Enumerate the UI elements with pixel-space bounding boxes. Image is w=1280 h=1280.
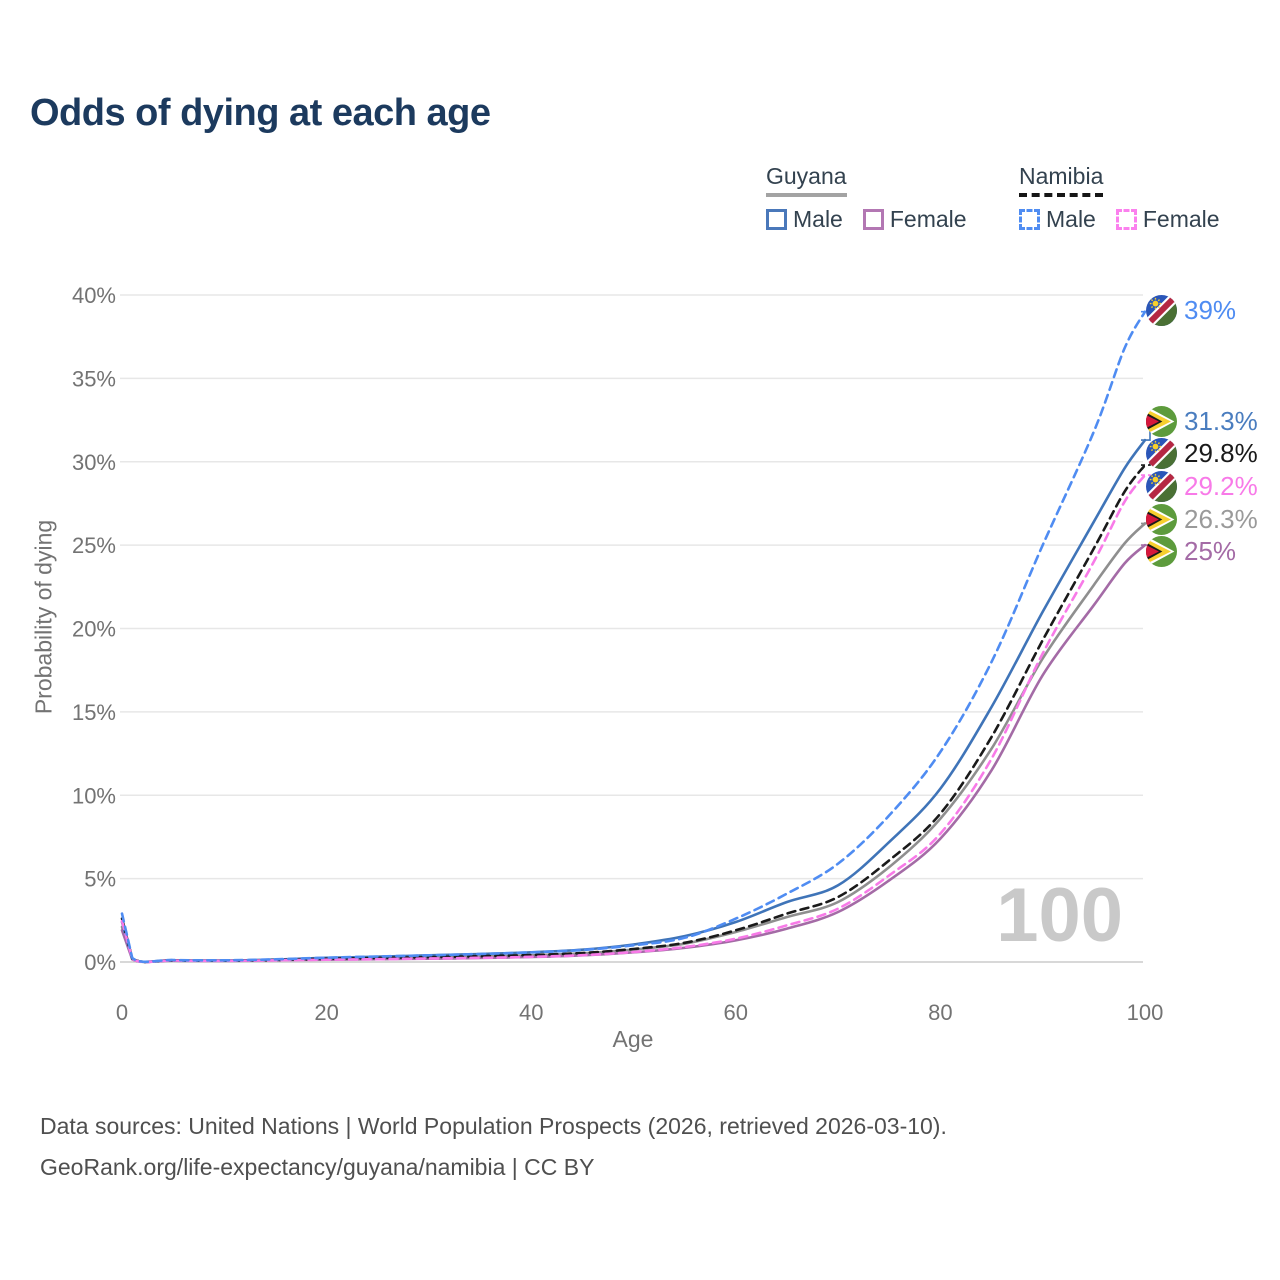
y-tick-label: 10% <box>72 783 116 808</box>
legend-guyana-male[interactable]: Male <box>766 206 843 233</box>
end-label-value: 29.2% <box>1184 471 1258 501</box>
y-tick-label: 30% <box>72 450 116 475</box>
end-label-value: 39% <box>1184 295 1237 325</box>
series-line-guyana_female[interactable] <box>120 543 1147 964</box>
y-tick-label: 5% <box>84 867 116 892</box>
end-label-guyana_total: 26.3% <box>1146 504 1258 535</box>
series-line-guyana_total[interactable] <box>120 522 1147 964</box>
namibia-female-swatch-icon <box>1115 209 1137 230</box>
legend-namibia-male-label: Male <box>1046 206 1096 232</box>
y-tick-label: 25% <box>72 533 116 558</box>
end-label-guyana_male: 31.3% <box>1146 406 1258 437</box>
legend-namibia-female-label: Female <box>1142 206 1220 232</box>
y-tick-label: 40% <box>72 283 116 308</box>
guyana-female-swatch-icon <box>862 209 884 230</box>
footer: Data sources: United Nations | World Pop… <box>40 1106 947 1188</box>
guyana-male-swatch-icon <box>766 209 787 230</box>
x-axis-title: Age <box>612 1026 654 1052</box>
legend-guyana-female[interactable]: Female <box>862 206 967 233</box>
legend-namibia-male[interactable]: Male <box>1019 206 1096 233</box>
legend-group-namibia: Namibia Male Female <box>1019 163 1220 233</box>
legend-guyana-male-label: Male <box>793 206 843 232</box>
y-tick-label: 20% <box>72 617 116 642</box>
end-label-guyana_female: 25% <box>1146 536 1236 567</box>
footer-sources-line: Data sources: United Nations | World Pop… <box>40 1113 947 1139</box>
legend-namibia-row: Male Female <box>1019 206 1220 233</box>
y-tick-label: 0% <box>84 950 116 975</box>
guyana-flag-icon <box>1146 406 1177 437</box>
legend-namibia-female[interactable]: Female <box>1115 206 1220 233</box>
legend-guyana-title[interactable]: Guyana <box>766 163 847 197</box>
y-axis-title: Probability of dying <box>30 519 57 715</box>
legend-namibia-title[interactable]: Namibia <box>1019 163 1104 197</box>
end-label-value: 26.3% <box>1184 504 1258 534</box>
series-line-guyana_male[interactable] <box>120 438 1147 964</box>
end-label-value: 29.8% <box>1184 438 1258 468</box>
x-tick-label: 0 <box>116 1000 128 1025</box>
namibia-male-swatch-icon <box>1019 209 1040 230</box>
series-line-namibia_female[interactable] <box>120 473 1147 964</box>
namibia-flag-icon <box>1146 438 1177 469</box>
x-tick-label: 40 <box>519 1000 543 1025</box>
namibia-flag-icon <box>1146 295 1177 326</box>
age-watermark: 100 <box>996 873 1123 958</box>
x-tick-label: 60 <box>724 1000 748 1025</box>
end-label-value: 25% <box>1184 536 1237 566</box>
series-line-namibia_total[interactable] <box>120 463 1147 964</box>
legend-guyana-female-label: Female <box>889 206 967 232</box>
guyana-flag-icon <box>1146 504 1177 535</box>
y-tick-label: 35% <box>72 366 116 391</box>
x-tick-label: 20 <box>314 1000 338 1025</box>
x-tick-label: 100 <box>1127 1000 1164 1025</box>
end-label-value: 31.3% <box>1184 406 1258 436</box>
end-label-namibia_total: 29.8% <box>1146 438 1258 469</box>
namibia-flag-icon <box>1146 471 1177 502</box>
legend-guyana-row: Male Female <box>766 206 967 233</box>
end-label-namibia_male: 39% <box>1146 295 1236 326</box>
end-label-namibia_female: 29.2% <box>1146 471 1258 502</box>
guyana-flag-icon <box>1146 536 1177 567</box>
series-line-namibia_male[interactable] <box>120 310 1147 964</box>
legend-group-guyana: Guyana Male Female <box>766 163 967 233</box>
chart-title: Odds of dying at each age <box>30 92 491 134</box>
y-tick-label: 15% <box>72 700 116 725</box>
x-tick-label: 80 <box>928 1000 952 1025</box>
footer-attribution-line: GeoRank.org/life-expectancy/guyana/namib… <box>40 1153 595 1180</box>
